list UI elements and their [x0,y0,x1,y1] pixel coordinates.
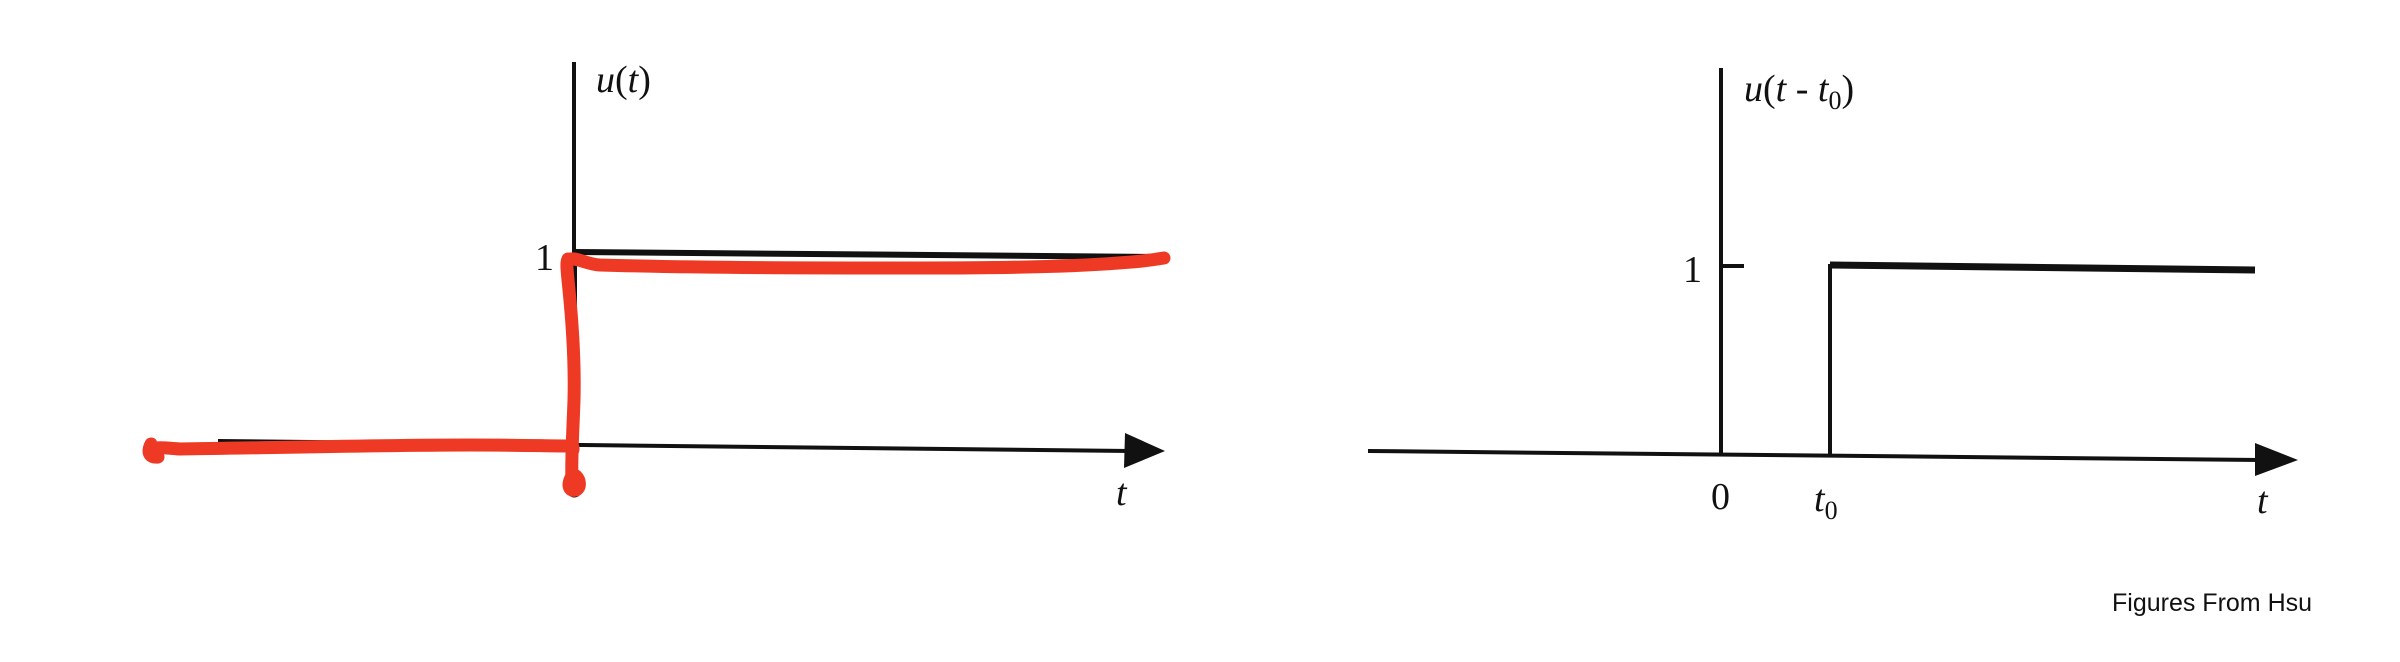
y-tick-label: 1 [535,237,554,279]
shifted-unit-step-plot: 1 0 t0 t u(t - t0) [1367,68,2298,525]
unit-step-plot: 1 0 t u(t) [142,59,1171,514]
x-axis-label: t [2257,480,2269,522]
x-tick-shift-label: t0 [1814,478,1838,525]
x-axis-arrowhead [1124,433,1165,468]
highlight-vertical-stroke [560,252,581,487]
x-axis [1367,449,2261,462]
x-axis-label: t [1116,472,1128,514]
x-axis-arrowhead [2255,443,2298,476]
highlight-left-hook [142,437,165,464]
highlight-bottom-stroke [143,438,580,459]
x-tick-origin-label: 0 [1711,476,1730,518]
step-level-line [574,249,1166,260]
highlight-bottom-loop [562,469,586,497]
y-axis-label: u(t - t0) [1744,68,1854,115]
step-level-line [1829,261,2256,274]
y-tick-label: 1 [1683,249,1702,291]
figure-credit: Figures From Hsu [2112,589,2313,617]
highlight-top-stroke [561,251,1171,275]
red-highlight-annotation [142,251,1171,497]
y-axis-label: u(t) [596,59,651,101]
